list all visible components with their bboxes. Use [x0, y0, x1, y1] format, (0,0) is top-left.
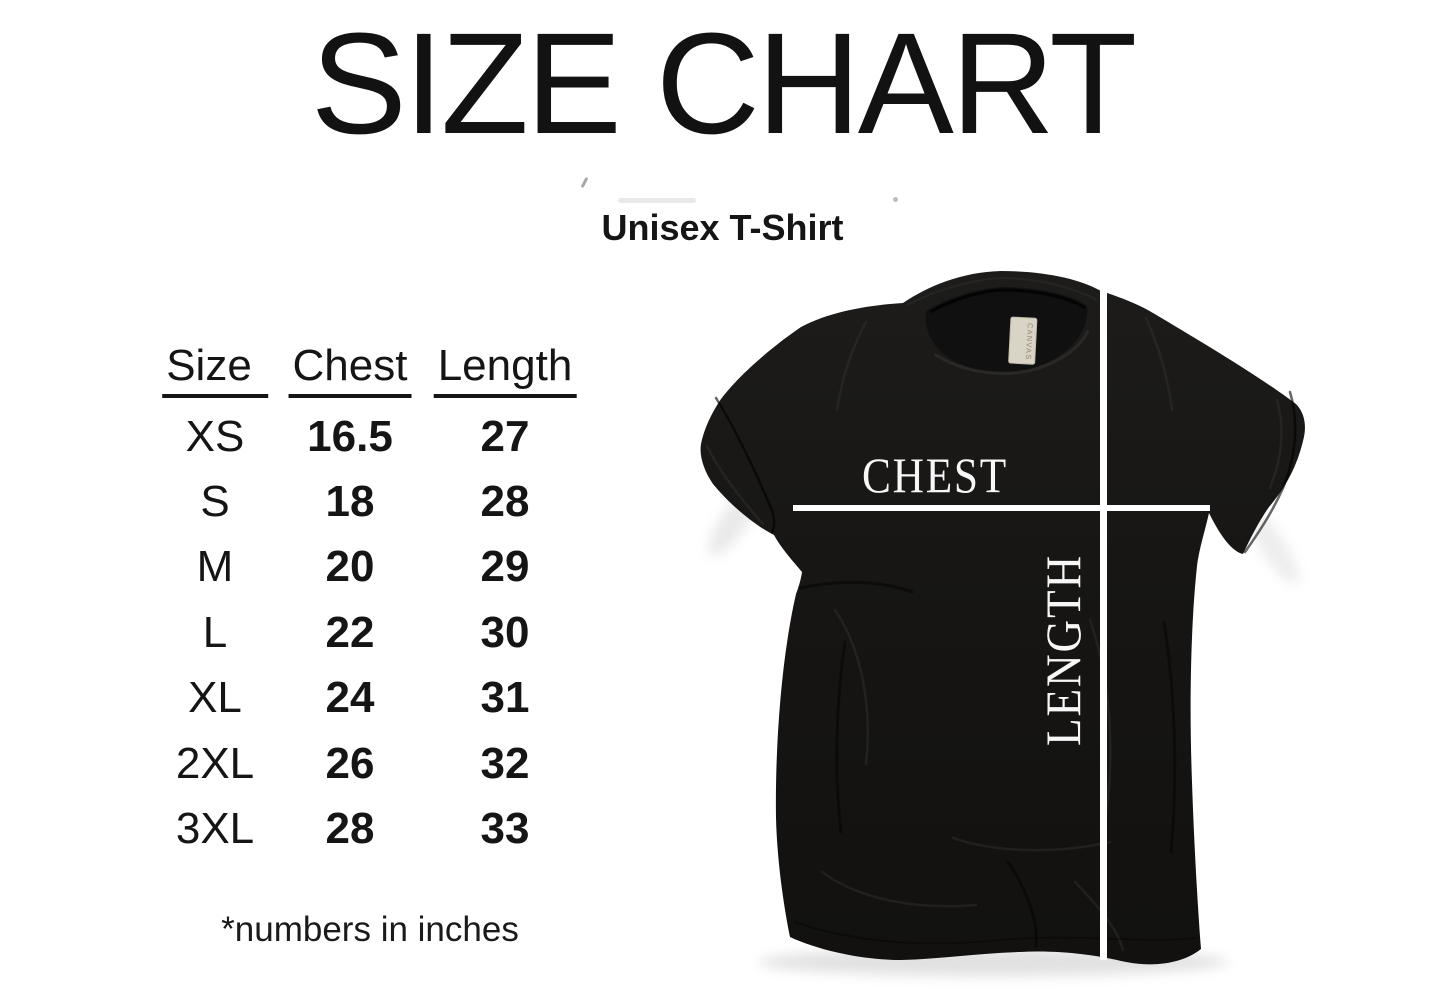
length-cell: 32	[480, 738, 530, 788]
chest-cell: 28	[325, 804, 375, 854]
length-label: LENGTH	[1035, 554, 1091, 746]
table-row: M 20 29	[0, 535, 660, 600]
neck-tag: CANVAS	[1008, 316, 1038, 365]
length-cell: 30	[480, 607, 530, 657]
chest-cell: 20	[325, 542, 375, 592]
table-row: L 22 30	[0, 600, 660, 665]
units-footnote: *numbers in inches	[221, 910, 519, 949]
column-header-chest: Chest	[288, 334, 412, 404]
length-cell: 27	[480, 411, 530, 461]
chest-cell: 24	[325, 673, 375, 723]
chest-label: CHEST	[862, 447, 1008, 503]
collar	[906, 276, 1098, 376]
length-cell: 33	[480, 804, 530, 854]
column-header-size: Size	[162, 334, 268, 404]
table-row: 3XL 28 33	[0, 796, 660, 861]
length-cell: 29	[480, 542, 530, 592]
neck-tag-text: CANVAS	[1024, 323, 1035, 361]
size-cell: M	[196, 542, 234, 592]
length-cell: 31	[480, 673, 530, 723]
length-cell: 28	[480, 477, 530, 527]
chest-line	[793, 505, 1210, 511]
chest-cell: 18	[325, 477, 375, 527]
tshirt-shape	[700, 271, 1305, 965]
size-cell: XS	[185, 411, 245, 461]
size-table-header-row: Size Chest Length	[0, 334, 660, 404]
length-line	[1100, 288, 1107, 960]
page-title: SIZE CHART	[310, 3, 1137, 164]
table-row: XS 16.5 27	[0, 404, 660, 469]
fabric-folds	[705, 316, 1297, 952]
table-row: 2XL 26 32	[0, 731, 660, 796]
chest-cell: 22	[325, 607, 375, 657]
column-header-length: Length	[433, 334, 577, 404]
chest-cell: 16.5	[307, 411, 393, 461]
size-cell: S	[200, 477, 230, 527]
size-table: Size Chest Length XS 16.5 27 S 18 28 M 2…	[0, 334, 660, 862]
size-cell: L	[202, 607, 228, 657]
table-row: S 18 28	[0, 469, 660, 534]
size-cell: XL	[188, 673, 242, 723]
size-cell: 3XL	[175, 804, 255, 854]
table-row: XL 24 31	[0, 666, 660, 731]
page-subtitle: Unisex T-Shirt	[601, 207, 844, 248]
chest-cell: 26	[325, 738, 375, 788]
size-cell: 2XL	[175, 738, 255, 788]
